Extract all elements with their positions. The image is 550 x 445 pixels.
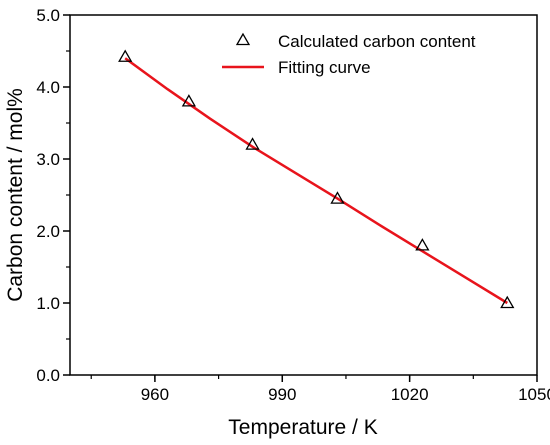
axis-ticks	[63, 14, 538, 382]
y-tick-label: 5.0	[36, 6, 60, 25]
data-point-triangle	[415, 238, 430, 251]
data-point-triangle	[181, 94, 196, 107]
x-axis-label: Temperature / K	[228, 416, 377, 439]
y-tick-label: 2.0	[36, 222, 60, 241]
data-point-triangle	[500, 295, 515, 309]
series-layer	[118, 49, 515, 309]
y-tick-label: 0.0	[36, 366, 60, 385]
fitting-curve-line	[124, 57, 508, 305]
y-tick-label: 1.0	[36, 294, 60, 313]
legend-label-calculated: Calculated carbon content	[278, 32, 476, 51]
x-tick-label: 960	[141, 385, 169, 404]
y-tick-label: 3.0	[36, 150, 60, 169]
legend: Calculated carbon content Fitting curve	[222, 32, 476, 77]
y-tick-label: 4.0	[36, 78, 60, 97]
data-point-triangle	[245, 137, 260, 150]
legend-label-fitting: Fitting curve	[278, 58, 371, 77]
data-point-triangle	[118, 49, 133, 62]
data-point-triangle	[330, 191, 345, 204]
legend-symbol-triangle	[235, 32, 251, 46]
y-axis-label: Carbon content / mol%	[4, 88, 27, 302]
x-tick-label: 990	[268, 385, 296, 404]
x-tick-label: 1020	[391, 385, 429, 404]
